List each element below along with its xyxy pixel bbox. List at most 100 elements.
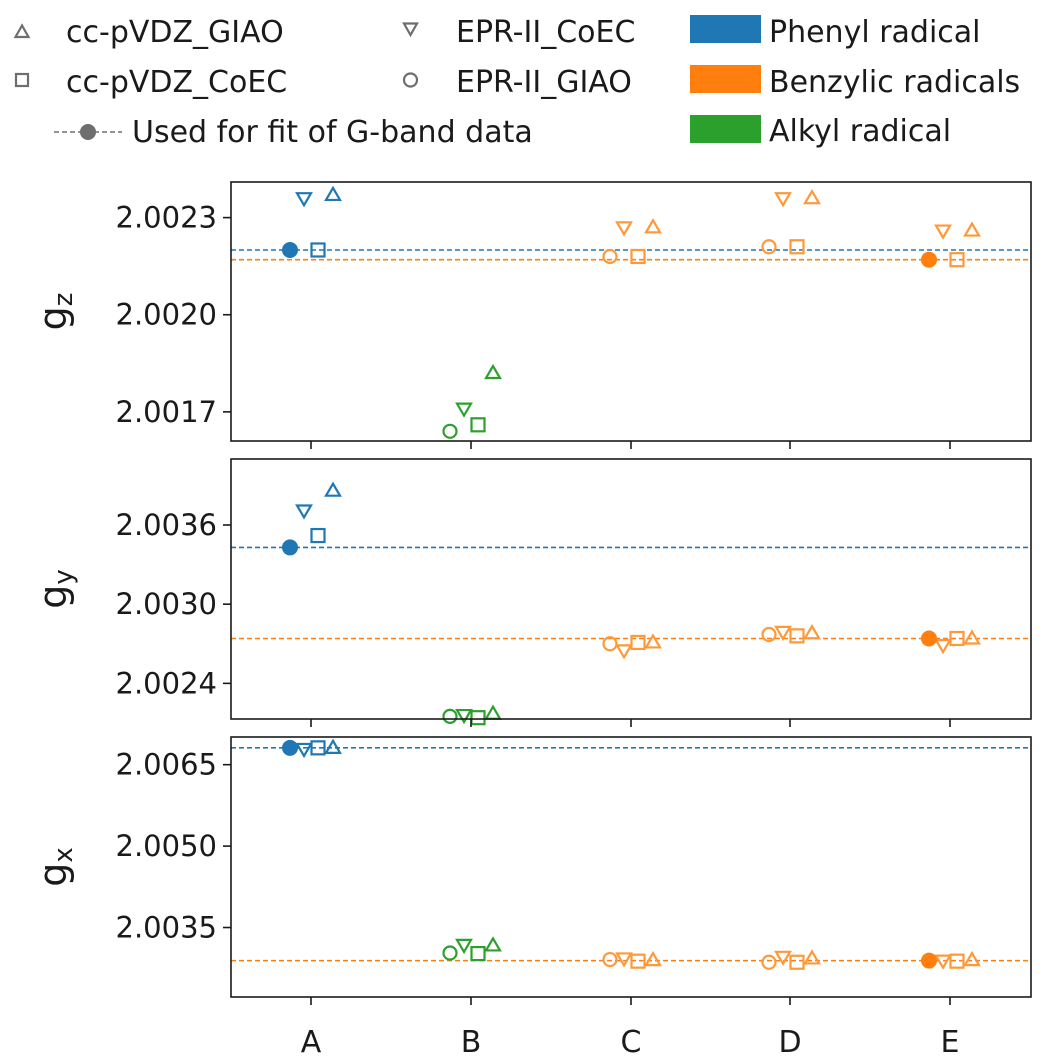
data-point-cc-pvdz-coec-c <box>630 248 646 265</box>
data-point-cc-pvdz-giao-a <box>324 185 342 202</box>
data-point-epr-ii-giao-d <box>761 626 777 643</box>
y-tick-label: 2.0024 <box>116 666 217 700</box>
data-point-cc-pvdz-giao-b <box>484 704 502 720</box>
fit-used-point-e <box>921 251 937 268</box>
panel-x: 2.0035 2.0050 2.0065 gx A B C D E <box>31 736 1032 1060</box>
y-axis-label: gy <box>31 569 79 609</box>
data-point-cc-pvdz-coec-c <box>630 634 646 651</box>
x-tick-label: C <box>621 1025 642 1060</box>
data-point-epr-ii-coec-e <box>934 638 952 655</box>
y-tick-label: 2.0020 <box>116 298 217 332</box>
panel-y: 2.0024 2.0030 2.0036 gy <box>31 458 1032 727</box>
data-point-cc-pvdz-giao-e <box>963 950 981 967</box>
data-point-cc-pvdz-coec-d <box>789 628 805 644</box>
data-point-cc-pvdz-coec-e <box>949 630 965 647</box>
legend-entry-phenyl: Phenyl radical <box>690 15 981 50</box>
data-point-cc-pvdz-giao-e <box>963 221 981 237</box>
panel-z: 2.0017 2.0020 2.0023 gz <box>31 181 1032 449</box>
data-point-epr-ii-giao-d <box>761 239 777 255</box>
data-point-cc-pvdz-coec-d <box>789 239 805 255</box>
legend-label-epr-ii-coec: EPR-II_CoEC <box>456 15 635 50</box>
data-point-epr-ii-coec-b <box>455 938 473 955</box>
data-point-cc-pvdz-coec-b <box>470 945 486 962</box>
legend-entry-benzylic: Benzylic radicals <box>690 65 1020 100</box>
data-point-cc-pvdz-coec-e <box>949 953 965 969</box>
fit-used-point-a <box>282 241 298 258</box>
data-point-cc-pvdz-giao-b <box>484 936 502 952</box>
data-point-epr-ii-giao-b <box>442 945 458 961</box>
y-axis-label: gz <box>31 293 79 331</box>
filled-circle-icon <box>80 124 96 140</box>
data-point-epr-ii-coec-a <box>295 742 313 759</box>
data-point-cc-pvdz-coec-b <box>470 710 486 726</box>
data-point-epr-ii-coec-d <box>774 950 792 967</box>
x-tick-label: A <box>301 1025 322 1060</box>
fit-used-point-e <box>921 630 937 647</box>
data-point-epr-ii-giao-c <box>602 248 618 265</box>
legend-entry-cc-pvdz-giao: cc-pVDZ_GIAO <box>13 15 284 50</box>
data-point-cc-pvdz-coec-d <box>789 954 805 970</box>
data-point-epr-ii-coec-b <box>455 402 473 418</box>
y-tick-label: 2.0017 <box>116 395 217 429</box>
data-point-epr-ii-coec-d <box>774 625 792 642</box>
data-point-cc-pvdz-coec-c <box>630 953 646 969</box>
color-swatch-benzylic <box>690 65 761 93</box>
color-swatch-alkyl <box>690 115 761 143</box>
data-point-epr-ii-coec-e <box>934 954 952 970</box>
data-point-epr-ii-giao-d <box>761 954 777 970</box>
data-point-epr-ii-coec-c <box>615 952 633 968</box>
legend-label-cc-pvdz-coec: cc-pVDZ_CoEC <box>66 65 287 100</box>
y-tick-label: 2.0065 <box>116 748 217 782</box>
data-point-cc-pvdz-giao-c <box>644 950 662 967</box>
axes-frame <box>230 181 1032 442</box>
data-point-cc-pvdz-coec-b <box>470 417 486 433</box>
data-point-epr-ii-coec-d <box>774 192 792 208</box>
legend-label-epr-ii-giao: EPR-II_GIAO <box>456 65 632 100</box>
data-point-cc-pvdz-coec-a <box>310 242 326 258</box>
data-point-epr-ii-coec-b <box>455 708 473 725</box>
legend-entry-cc-pvdz-coec: cc-pVDZ_CoEC <box>14 65 287 100</box>
data-point-cc-pvdz-coec-a <box>310 740 326 756</box>
fit-used-point-e <box>921 952 937 969</box>
data-point-epr-ii-giao-b <box>442 423 458 439</box>
x-tick-label: D <box>778 1025 801 1060</box>
x-tick-label: E <box>941 1025 960 1060</box>
legend: cc-pVDZ_GIAO EPR-II_CoEC cc-pVDZ_CoEC EP… <box>13 15 1020 150</box>
data-point-cc-pvdz-giao-c <box>644 633 662 649</box>
data-point-epr-ii-coec-c <box>615 221 633 237</box>
legend-entry-epr-ii-coec: EPR-II_CoEC <box>402 15 635 50</box>
legend-label-cc-pvdz-giao: cc-pVDZ_GIAO <box>66 15 284 50</box>
data-point-epr-ii-giao-c <box>602 636 618 652</box>
legend-entry-fit-used: Used for fit of G-band data <box>54 115 533 150</box>
legend-label-alkyl: Alkyl radical <box>769 114 951 149</box>
data-point-cc-pvdz-giao-b <box>484 363 502 380</box>
triangle-down-icon <box>402 22 419 38</box>
legend-label-benzylic: Benzylic radicals <box>769 65 1020 100</box>
data-point-cc-pvdz-coec-e <box>949 252 965 268</box>
data-point-epr-ii-coec-a <box>295 192 313 208</box>
data-point-cc-pvdz-giao-d <box>803 624 821 640</box>
data-point-epr-ii-giao-c <box>602 951 618 968</box>
axes-frame <box>230 458 1032 720</box>
data-point-cc-pvdz-coec-a <box>310 527 326 544</box>
data-point-cc-pvdz-giao-a <box>324 481 342 497</box>
data-point-cc-pvdz-giao-c <box>644 218 662 234</box>
y-tick-label: 2.0035 <box>116 911 217 945</box>
circle-icon <box>402 72 419 88</box>
y-axis-label: gx <box>31 847 79 887</box>
data-point-cc-pvdz-giao-d <box>803 949 821 965</box>
panels: 2.0017 2.0020 2.0023 gz 2.0024 2.0030 2.0036 gy… <box>31 181 1032 1060</box>
y-tick-label: 2.0036 <box>116 508 217 542</box>
y-tick-label: 2.0030 <box>116 587 217 621</box>
x-tick-label: B <box>461 1025 482 1060</box>
legend-label-fit-used: Used for fit of G-band data <box>132 115 533 150</box>
data-point-cc-pvdz-giao-e <box>963 629 981 645</box>
data-point-epr-ii-coec-a <box>295 504 313 520</box>
data-point-epr-ii-giao-b <box>442 708 458 724</box>
fit-used-point-a <box>282 739 298 756</box>
fit-used-point-a <box>282 539 298 556</box>
square-icon <box>14 72 30 88</box>
legend-label-phenyl: Phenyl radical <box>769 15 981 50</box>
data-point-epr-ii-coec-e <box>934 224 952 240</box>
